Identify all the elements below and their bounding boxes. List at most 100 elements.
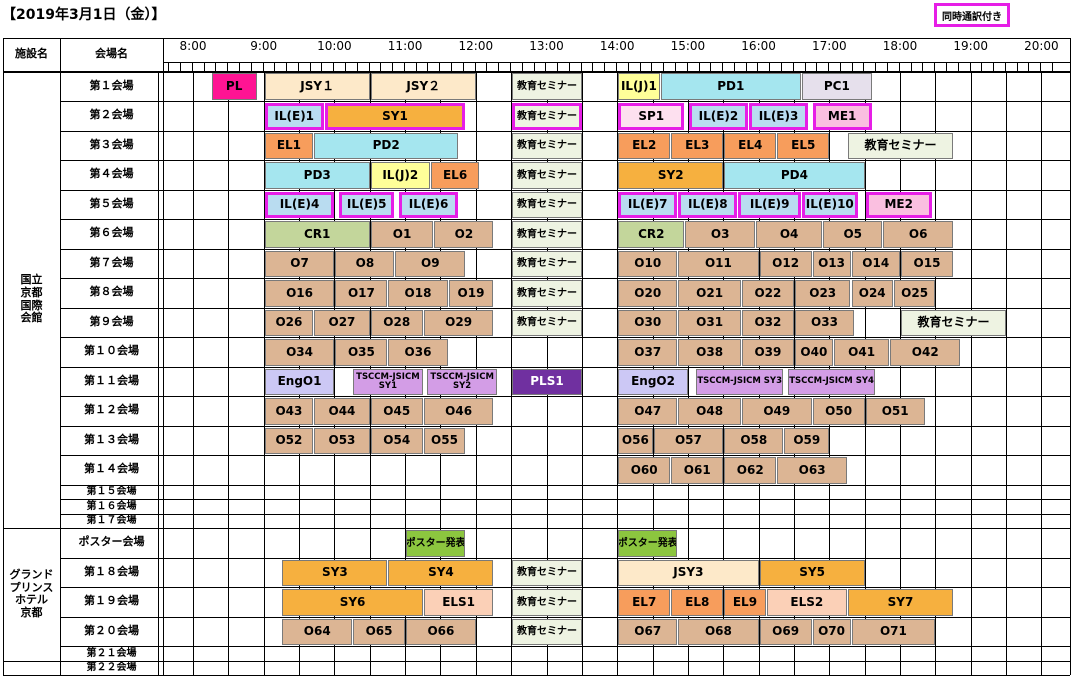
session-block[interactable]: O42 (890, 339, 961, 366)
session-block[interactable]: IL(E)2 (688, 103, 748, 130)
session-block[interactable]: O29 (423, 309, 494, 336)
session-block[interactable]: IL(E)5 (338, 191, 395, 218)
session-block[interactable]: O64 (282, 618, 353, 645)
session-block[interactable]: SP1 (618, 103, 685, 130)
session-block[interactable]: O25 (893, 280, 936, 307)
session-block[interactable]: O18 (388, 280, 448, 307)
session-block[interactable]: ポスター発表 (406, 530, 466, 557)
session-block[interactable]: O49 (741, 398, 812, 425)
session-block[interactable]: O66 (406, 618, 476, 645)
session-block[interactable]: O62 (724, 457, 777, 484)
session-block[interactable]: O7 (264, 250, 335, 277)
session-block[interactable]: O67 (618, 618, 678, 645)
session-block[interactable]: O47 (618, 398, 678, 425)
session-block[interactable]: TSCCM-JSICM SY4 (787, 368, 876, 395)
session-block[interactable]: 教育セミナー (847, 132, 954, 159)
session-block[interactable]: O40 (794, 339, 833, 366)
session-block[interactable]: O26 (264, 309, 314, 336)
session-block[interactable]: 教育セミナー (512, 559, 582, 586)
session-block[interactable]: SY2 (618, 162, 724, 189)
session-block[interactable]: TSCCM-JSICM SY3 (695, 368, 784, 395)
session-block[interactable]: SY7 (847, 589, 954, 616)
session-block[interactable]: EL5 (777, 132, 830, 159)
session-block[interactable]: EL2 (618, 132, 671, 159)
session-block[interactable]: SY1 (324, 103, 466, 130)
session-block[interactable]: PD4 (724, 162, 865, 189)
session-block[interactable]: O19 (448, 280, 494, 307)
session-block[interactable]: O36 (388, 339, 448, 366)
session-block[interactable]: 教育セミナー (901, 309, 1007, 336)
session-block[interactable]: O30 (618, 309, 678, 336)
session-block[interactable]: O71 (851, 618, 936, 645)
session-block[interactable]: CR2 (618, 221, 685, 248)
session-block[interactable]: PC1 (802, 73, 872, 100)
session-block[interactable]: O59 (784, 427, 830, 454)
session-block[interactable]: O48 (678, 398, 741, 425)
session-block[interactable]: O38 (678, 339, 741, 366)
session-block[interactable]: O57 (653, 427, 724, 454)
session-block[interactable]: O35 (335, 339, 388, 366)
session-block[interactable]: SY5 (759, 559, 865, 586)
session-block[interactable]: ME2 (865, 191, 932, 218)
session-block[interactable]: O41 (833, 339, 890, 366)
session-block[interactable]: EL1 (264, 132, 314, 159)
session-block[interactable]: 教育セミナー (512, 250, 582, 277)
session-block[interactable]: O33 (794, 309, 855, 336)
session-block[interactable]: IL(E)10 (802, 191, 858, 218)
session-block[interactable]: O15 (901, 250, 954, 277)
session-block[interactable]: O51 (865, 398, 925, 425)
session-block[interactable]: O24 (851, 280, 893, 307)
session-block[interactable]: O9 (395, 250, 466, 277)
session-block[interactable]: O70 (812, 618, 851, 645)
session-block[interactable]: O44 (314, 398, 370, 425)
session-block[interactable]: EL7 (618, 589, 671, 616)
session-block[interactable]: O68 (678, 618, 759, 645)
session-block[interactable]: 教育セミナー (512, 132, 582, 159)
session-block[interactable]: PLS1 (512, 368, 582, 395)
session-block[interactable]: 教育セミナー (512, 280, 582, 307)
session-block[interactable]: IL(E)1 (264, 103, 324, 130)
session-block[interactable]: O31 (678, 309, 741, 336)
session-block[interactable]: TSCCM-JSICM SY2 (427, 368, 497, 395)
session-block[interactable]: O4 (756, 221, 823, 248)
session-block[interactable]: O45 (370, 398, 423, 425)
session-block[interactable]: O21 (678, 280, 741, 307)
session-block[interactable]: SY6 (282, 589, 423, 616)
session-block[interactable]: O63 (777, 457, 847, 484)
session-block[interactable]: 教育セミナー (512, 309, 582, 336)
session-block[interactable]: IL(E)6 (399, 191, 459, 218)
session-block[interactable]: JSY２ (370, 73, 476, 100)
session-block[interactable]: O14 (851, 250, 900, 277)
session-block[interactable]: PD3 (264, 162, 370, 189)
session-block[interactable]: O39 (741, 339, 794, 366)
session-block[interactable]: IL(J)2 (370, 162, 430, 189)
session-block[interactable]: O43 (264, 398, 314, 425)
session-block[interactable]: ELS1 (423, 589, 494, 616)
session-block[interactable]: O34 (264, 339, 335, 366)
session-block[interactable]: IL(E)4 (264, 191, 335, 218)
session-block[interactable]: O3 (685, 221, 756, 248)
session-block[interactable]: IL(E)9 (738, 191, 801, 218)
session-block[interactable]: IL(E)8 (678, 191, 738, 218)
session-block[interactable]: TSCCM-JSICM SY1 (353, 368, 423, 395)
session-block[interactable]: O8 (335, 250, 395, 277)
session-block[interactable]: O37 (618, 339, 678, 366)
session-block[interactable]: O50 (812, 398, 865, 425)
session-block[interactable]: IL(E)3 (748, 103, 809, 130)
session-block[interactable]: O1 (370, 221, 434, 248)
session-block[interactable]: CR1 (264, 221, 370, 248)
session-block[interactable]: EngO2 (618, 368, 688, 395)
session-block[interactable]: IL(J)1 (618, 73, 660, 100)
session-block[interactable]: O28 (370, 309, 423, 336)
session-block[interactable]: EL4 (724, 132, 777, 159)
session-block[interactable]: 教育セミナー (512, 103, 582, 130)
session-block[interactable]: O46 (423, 398, 494, 425)
session-block[interactable]: O10 (618, 250, 678, 277)
session-block[interactable]: O2 (434, 221, 494, 248)
session-block[interactable]: SY3 (282, 559, 388, 586)
session-block[interactable]: O69 (759, 618, 812, 645)
session-block[interactable]: O5 (823, 221, 883, 248)
session-block[interactable]: JSY１ (264, 73, 370, 100)
session-block[interactable]: O56 (618, 427, 653, 454)
session-block[interactable]: PD1 (660, 73, 801, 100)
